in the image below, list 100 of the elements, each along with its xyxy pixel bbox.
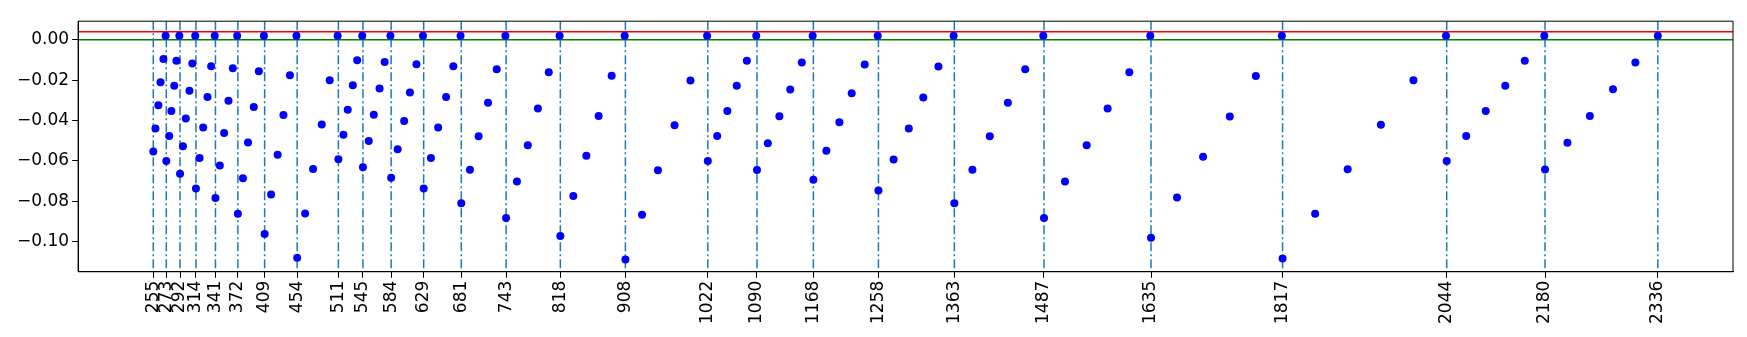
point: [369, 110, 378, 119]
point: [151, 124, 160, 133]
point: [353, 56, 362, 65]
point: [1441, 31, 1450, 40]
point: [456, 31, 465, 40]
point: [267, 190, 276, 199]
point: [1125, 68, 1134, 77]
point: [465, 165, 474, 174]
point: [1520, 56, 1529, 65]
point: [1147, 233, 1155, 242]
point: [533, 104, 542, 113]
point: [822, 146, 831, 155]
point: [334, 155, 343, 164]
point: [386, 31, 395, 40]
point: [185, 86, 194, 95]
point: [1481, 107, 1490, 116]
point: [156, 78, 165, 87]
point: [797, 58, 806, 67]
point: [1540, 31, 1549, 40]
point: [293, 253, 302, 262]
x-tick-label: 2180: [1533, 280, 1554, 324]
point: [512, 177, 521, 186]
point: [808, 31, 817, 40]
point: [233, 209, 242, 218]
point: [149, 147, 158, 156]
point: [1278, 254, 1287, 263]
x-tick-label: 818: [548, 280, 569, 314]
point: [763, 139, 772, 148]
point: [742, 56, 751, 65]
point: [873, 31, 882, 40]
point: [211, 194, 220, 203]
point: [1501, 81, 1510, 90]
point: [172, 56, 181, 65]
point: [1585, 111, 1594, 120]
x-tick-label: 372: [226, 280, 247, 314]
point: [426, 154, 435, 163]
x-tick-label: 545: [351, 280, 372, 314]
x-tick-label: 1363: [942, 280, 963, 324]
point: [181, 114, 190, 123]
x-tick-label: 1258: [866, 280, 887, 324]
point: [228, 64, 237, 73]
x-tick-label: 2336: [1646, 280, 1667, 324]
point: [400, 116, 409, 125]
point: [1003, 98, 1012, 107]
point: [544, 68, 553, 77]
point: [457, 199, 466, 208]
x-tick-label: 2044: [1435, 280, 1456, 324]
x-tick-label: 511: [326, 280, 347, 314]
point: [638, 210, 647, 219]
point: [220, 129, 229, 138]
point: [555, 31, 564, 40]
point: [317, 120, 326, 129]
point: [175, 31, 184, 40]
point: [1462, 132, 1471, 141]
x-tick-label: 1487: [1032, 280, 1053, 324]
point: [1040, 214, 1048, 223]
point: [387, 173, 396, 182]
point: [233, 31, 242, 40]
point: [224, 96, 233, 105]
x-tick-label: 454: [285, 280, 306, 314]
point: [442, 92, 451, 101]
point: [1173, 193, 1182, 202]
point: [279, 111, 288, 120]
x-tick-label: 629: [412, 280, 433, 314]
point: [176, 169, 185, 178]
point: [501, 31, 510, 40]
point: [418, 31, 427, 40]
point: [254, 67, 263, 76]
y-tick-label: 0.00: [31, 28, 70, 49]
point: [919, 93, 928, 102]
point: [301, 209, 310, 218]
point: [1082, 141, 1091, 150]
point: [607, 71, 616, 80]
point: [1060, 177, 1069, 186]
point: [686, 76, 695, 85]
point: [167, 107, 176, 116]
point: [653, 166, 662, 175]
point: [1563, 138, 1572, 147]
x-tick-label: 314: [184, 280, 205, 314]
point: [1608, 85, 1617, 94]
point: [249, 103, 258, 111]
point: [874, 186, 883, 195]
point: [1343, 165, 1352, 174]
point: [1653, 31, 1662, 40]
x-tick-label: 1090: [745, 280, 766, 324]
point: [203, 92, 212, 101]
y-tick-label: −0.04: [16, 108, 70, 129]
x-tick-label: 1022: [696, 280, 717, 324]
point: [207, 62, 216, 71]
point: [393, 145, 402, 154]
point: [752, 31, 761, 40]
point: [703, 157, 712, 166]
point: [165, 132, 174, 141]
point: [904, 124, 913, 133]
point: [285, 71, 294, 80]
x-tick-label: 409: [253, 280, 274, 314]
point: [273, 150, 282, 159]
point: [484, 98, 493, 107]
x-tick-label: 743: [494, 280, 515, 314]
point: [1541, 165, 1550, 174]
